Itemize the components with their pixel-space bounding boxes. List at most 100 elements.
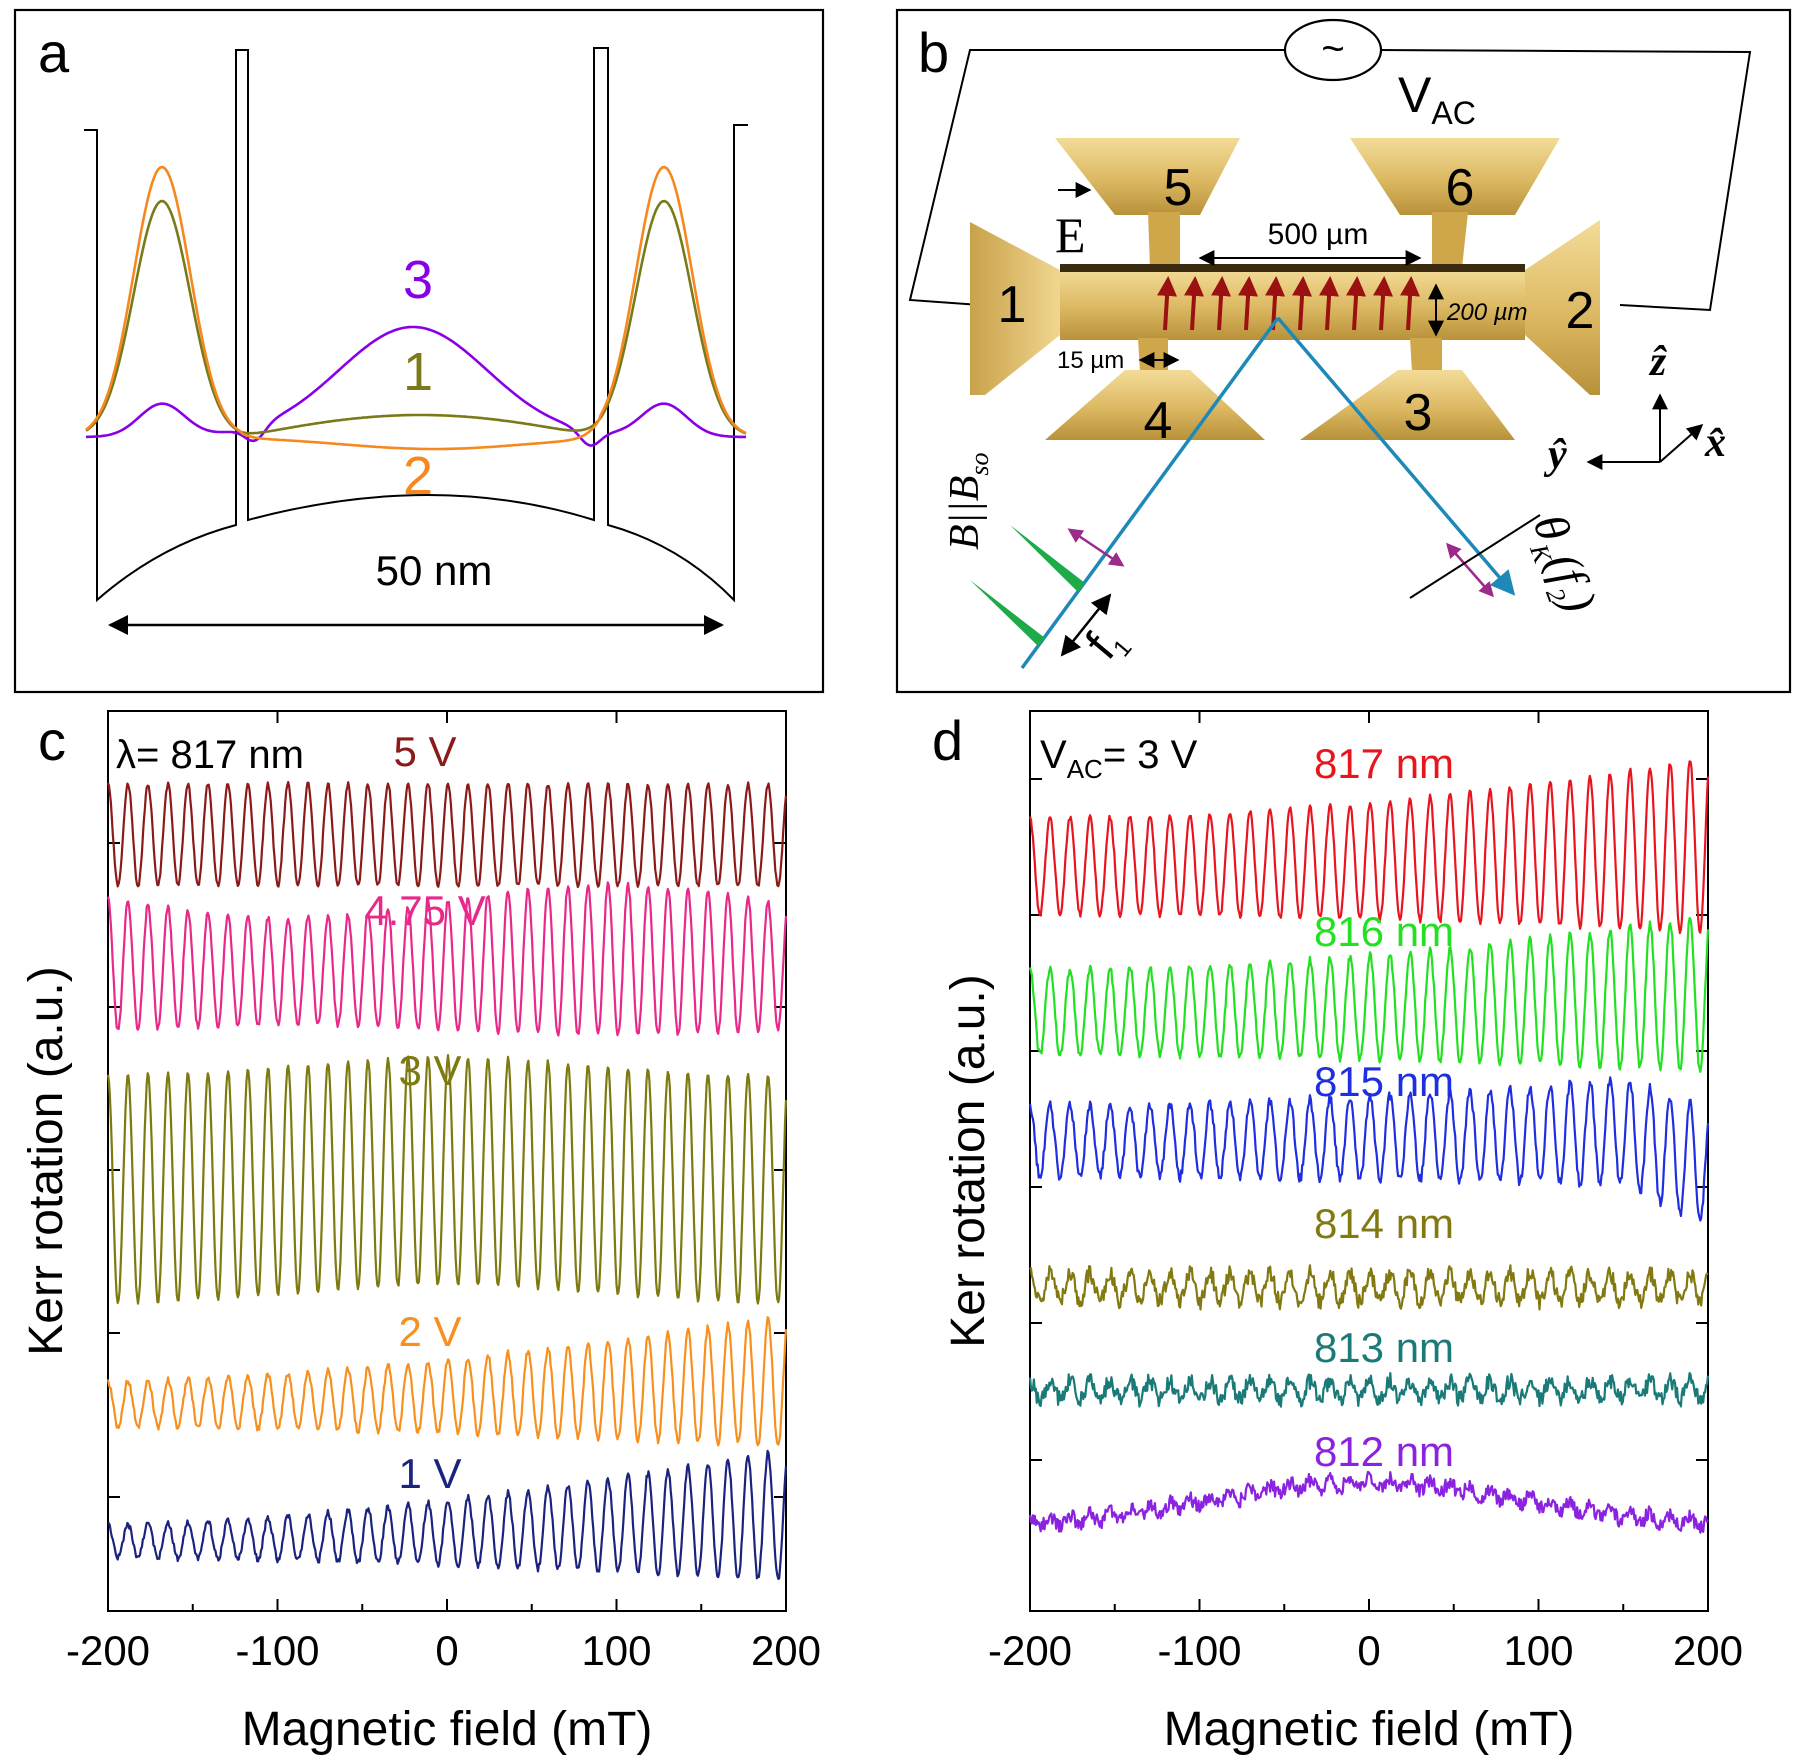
trace-816-nm — [1028, 917, 1710, 1073]
panel-c-kerr-vs-voltage: c λ= 817 nm -200 -100 0 100 200 5 V 4.75 V 3 V… — [20, 709, 821, 1756]
trace-2-V — [106, 1316, 788, 1447]
contact-5-pad — [1055, 138, 1240, 215]
so-arrow — [1400, 276, 1421, 331]
so-arrow — [1211, 276, 1232, 331]
axis-x-label: x̂ — [1704, 420, 1726, 466]
trace-label-4.75-V: 4.75 V — [364, 887, 485, 934]
contact-1-pad — [970, 222, 1060, 395]
x-tick-label: -200 — [66, 1627, 150, 1674]
contact-4-pad — [1045, 370, 1265, 440]
panel-a-label: a — [38, 21, 70, 84]
contact-1-label: 1 — [998, 276, 1027, 334]
x-tick-label: -100 — [1157, 1627, 1241, 1674]
trace-814-nm — [1029, 1264, 1709, 1311]
x-tick-label: 0 — [1357, 1627, 1380, 1674]
ac-source-symbol: ~ — [1321, 27, 1344, 71]
panel-d-traces — [1028, 760, 1710, 1534]
trace-label-813-nm: 813 nm — [1314, 1324, 1454, 1371]
f1-arrow — [1060, 593, 1112, 657]
trace-label-2-V: 2 V — [398, 1308, 461, 1355]
wavefunction-1 — [85, 199, 747, 435]
contact-5-label: 5 — [1164, 159, 1193, 217]
contact-6-neck — [1432, 212, 1468, 268]
panel-a-frame — [13, 8, 825, 694]
panel-c-lambda-label: λ= 817 nm — [116, 733, 304, 777]
panel-d-xlabel: Magnetic field (mT) — [1164, 1703, 1575, 1756]
trace-label-817-nm: 817 nm — [1314, 740, 1454, 787]
axis-y-label: ŷ — [1543, 432, 1567, 478]
state-label-2: 2 — [403, 446, 433, 506]
ac-source — [1283, 18, 1383, 82]
wavefunction-2 — [85, 165, 747, 451]
panel-c-ticks: -200 -100 0 100 200 — [66, 711, 821, 1674]
so-arrow — [1373, 276, 1394, 331]
coordinate-axes: ẑ ŷ x̂ — [1543, 339, 1726, 478]
x-tick-label: 100 — [1503, 1627, 1573, 1674]
x-tick-label: -200 — [988, 1627, 1072, 1674]
trace-1-V — [107, 1449, 788, 1580]
panel-c-xlabel: Magnetic field (mT) — [242, 1703, 653, 1756]
b-field-label: B||Bso — [942, 452, 994, 550]
analyzer-line — [1409, 514, 1541, 599]
contact-3-neck — [1410, 338, 1442, 372]
trace-812-nm — [1028, 1470, 1709, 1534]
panel-a-quantum-well: a 3 1 2 50 nm — [13, 8, 825, 694]
wavefunction-3 — [85, 325, 746, 447]
well-width-label: 50 nm — [376, 547, 493, 594]
channel-top-edge — [1060, 264, 1525, 272]
x-tick-label: 200 — [1673, 1627, 1743, 1674]
x-tick-label: 100 — [581, 1627, 651, 1674]
kerr-angle-label: θK(f2) — [1516, 508, 1606, 622]
dim-500-label: 500 µm — [1268, 218, 1369, 251]
e-field-label: E — [1055, 207, 1086, 263]
trace-4.75-V — [106, 881, 788, 1037]
trace-label-1-V: 1 V — [398, 1450, 461, 1497]
polarization-arrow-out — [1446, 542, 1494, 598]
polarizer-wedge-upper — [1010, 525, 1085, 592]
polarization-arrow-in — [1067, 528, 1125, 567]
x-tick-label: 200 — [751, 1627, 821, 1674]
axis-z-label: ẑ — [1648, 339, 1667, 385]
panel-b-label: b — [918, 21, 949, 84]
x-tick-label: -100 — [235, 1627, 319, 1674]
panel-d-label: d — [932, 709, 963, 772]
contact-6-pad — [1350, 138, 1560, 215]
contact-2-label: 2 — [1566, 282, 1595, 340]
panel-d-ylabel: Ker rotation (a.u.) — [942, 974, 995, 1348]
so-arrow — [1238, 276, 1259, 331]
panel-c-trace-labels: 5 V 4.75 V 3 V 2 V 1 V — [364, 728, 485, 1497]
contact-2-pad — [1525, 220, 1600, 395]
ac-circuit-wire — [908, 49, 1752, 312]
panel-d-vac-label: VAC= 3 V — [1040, 733, 1198, 784]
so-arrow — [1346, 276, 1367, 331]
trace-label-814-nm: 814 nm — [1314, 1200, 1454, 1247]
trace-817-nm — [1028, 760, 1710, 935]
trace-813-nm — [1028, 1372, 1710, 1408]
trace-815-nm — [1028, 1076, 1710, 1222]
panel-d-trace-labels: 817 nm 816 nm 815 nm 814 nm 813 nm 812 nm — [1314, 740, 1454, 1475]
panel-c-traces — [106, 781, 788, 1580]
x-tick-label: 0 — [435, 1627, 458, 1674]
contact-4-label: 4 — [1144, 392, 1173, 450]
hall-bar-device — [970, 138, 1600, 440]
so-arrow — [1292, 276, 1313, 331]
trace-label-812-nm: 812 nm — [1314, 1428, 1454, 1475]
trace-label-815-nm: 815 nm — [1314, 1058, 1454, 1105]
trace-label-3-V: 3 V — [398, 1047, 461, 1094]
panel-c-label: c — [38, 709, 66, 772]
contact-6-label: 6 — [1446, 159, 1475, 217]
vac-label: VAC — [1398, 67, 1476, 131]
so-arrow — [1184, 276, 1205, 331]
contact-4-neck — [1138, 338, 1168, 372]
so-arrow — [1157, 276, 1178, 331]
panel-c-ylabel: Kerr rotation (a.u.) — [20, 966, 73, 1355]
dim-200-label: 200 µm — [1446, 299, 1528, 326]
so-arrow — [1319, 276, 1340, 331]
potential-profile — [84, 47, 748, 603]
contact-5-neck — [1148, 212, 1180, 268]
polarizer-wedge-lower — [970, 580, 1045, 646]
dim-15-label: 15 µm — [1057, 347, 1124, 374]
trace-3-V — [106, 1054, 788, 1305]
